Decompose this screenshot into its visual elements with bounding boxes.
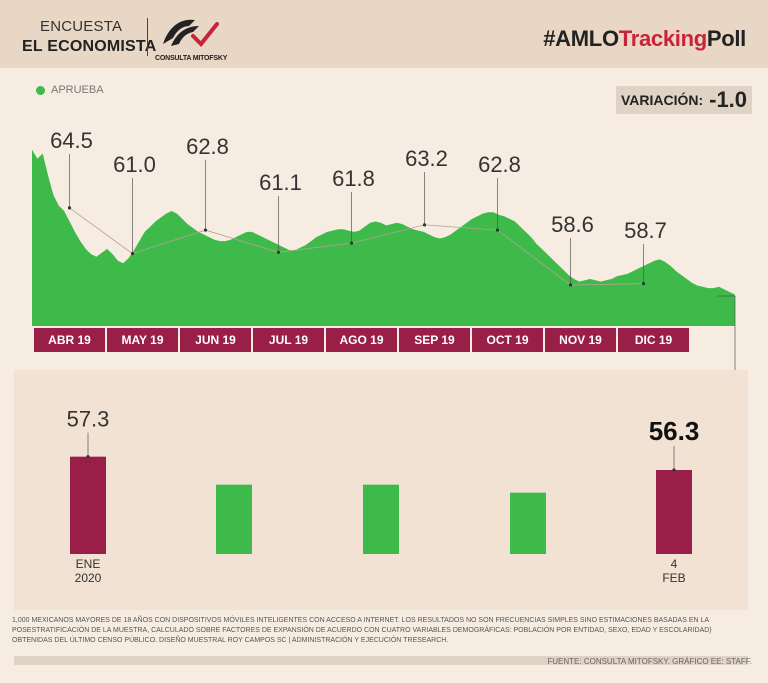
bar <box>70 456 106 554</box>
month-label: AGO 19 <box>339 333 383 347</box>
mitofsky-logo-icon <box>163 19 219 47</box>
month-label-bg <box>545 328 616 352</box>
bar-x-label: 4 <box>671 557 678 571</box>
monthly-value-label: 61.8 <box>332 166 375 191</box>
bar <box>656 470 692 554</box>
variation-box: VARIACIÓN: -1.0 <box>616 86 752 114</box>
annotation-point <box>568 283 573 287</box>
bar-x-label: 2020 <box>75 571 102 585</box>
month-label: SEP 19 <box>414 333 455 347</box>
header-bar: ENCUESTA EL ECONOMISTA CONSULTA MITOFSKY… <box>0 0 768 68</box>
bar <box>216 484 252 554</box>
bar-label-point <box>86 455 90 459</box>
legend: APRUEBA <box>36 84 104 96</box>
monthly-value-label: 61.1 <box>259 170 302 195</box>
month-label: MAY 19 <box>121 333 163 347</box>
month-label: NOV 19 <box>559 333 602 347</box>
footnote: 1,000 MEXICANOS MAYORES DE 18 AÑOS CON D… <box>12 617 712 644</box>
month-label-bg <box>618 328 689 352</box>
monthly-value-label: 63.2 <box>405 146 448 171</box>
annotation-point <box>641 282 646 286</box>
annotation-point <box>495 228 500 232</box>
brand-line2: EL ECONOMISTA <box>22 38 157 55</box>
hashtag-suffix: Poll <box>706 26 746 51</box>
monthly-value-label: 64.5 <box>50 128 93 153</box>
month-label-bg <box>107 328 178 352</box>
brand-divider <box>147 18 148 56</box>
monthly-value-label: 58.7 <box>624 218 667 243</box>
hashtag-title: #AMLOTrackingPoll <box>543 26 746 52</box>
footer-bar <box>14 656 748 665</box>
monthly-value-label: 61.0 <box>113 152 156 177</box>
bar-label-point <box>672 468 676 472</box>
month-label-bg <box>34 328 105 352</box>
month-label-bg <box>253 328 324 352</box>
approval-area <box>32 149 735 326</box>
brand-line1: ENCUESTA <box>40 18 123 35</box>
bar-x-label: ENE <box>76 557 101 571</box>
monthly-value-label: 62.8 <box>186 134 229 159</box>
bar <box>363 484 399 554</box>
legend-label: APRUEBA <box>51 84 104 96</box>
variation-value: -1.0 <box>709 87 748 112</box>
bar-value-label: 56.3 <box>649 416 700 446</box>
month-label: DIC 19 <box>635 333 673 347</box>
source-credit: FUENTE: CONSULTA MITOFSKY. GRÁFICO EE: S… <box>547 657 752 666</box>
month-label: JUN 19 <box>195 333 236 347</box>
hashtag-prefix: #AMLO <box>543 26 619 51</box>
bar <box>510 492 546 554</box>
approval-area-chart: ABR 19 MAY 19 JUN 19 JUL 19 AGO 19 SEP 19 OCT … <box>32 128 736 372</box>
monthly-value-label: 58.6 <box>551 212 594 237</box>
annotation-point <box>130 252 135 256</box>
bar-x-label: FEB <box>662 571 685 585</box>
mitofsky-logo: CONSULTA MITOFSKY <box>155 12 228 62</box>
annotation-point <box>349 241 354 245</box>
annotation-point <box>276 250 281 254</box>
month-label: ABR 19 <box>48 333 91 347</box>
variation-label: VARIACIÓN: <box>620 92 704 108</box>
bar-value-label: 57.3 <box>67 407 110 432</box>
hashtag-accent: Tracking <box>618 26 707 51</box>
legend-dot-icon <box>36 85 45 95</box>
annotation-point <box>203 228 208 232</box>
logo-text: CONSULTA MITOFSKY <box>155 55 228 62</box>
month-label: OCT 19 <box>486 333 528 347</box>
month-label-bg <box>399 328 470 352</box>
month-label-bg <box>180 328 251 352</box>
month-label: JUL 19 <box>269 333 308 347</box>
monthly-value-label: 62.8 <box>478 152 521 177</box>
month-label-bg <box>472 328 543 352</box>
annotation-point <box>67 206 72 210</box>
annotation-point <box>422 223 427 227</box>
month-label-bg <box>326 328 397 352</box>
